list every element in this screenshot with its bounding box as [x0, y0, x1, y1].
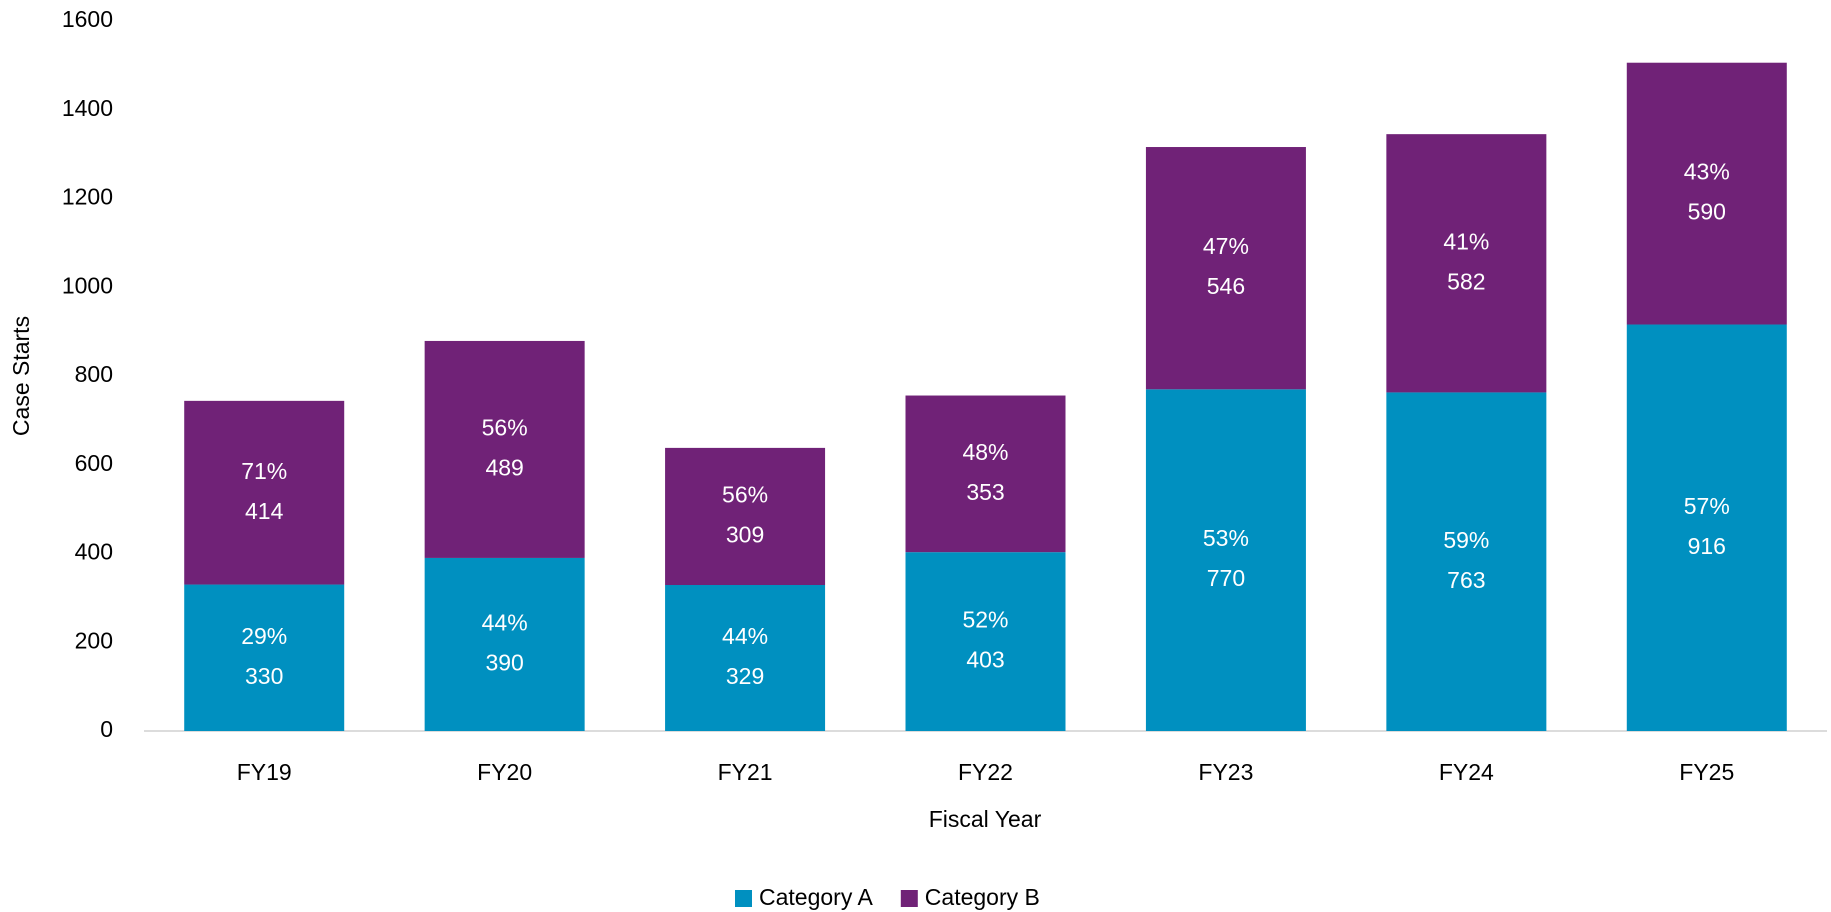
bar-segment: [184, 584, 345, 731]
bar-segment: [905, 395, 1066, 553]
bar-segment: [665, 585, 826, 731]
legend-swatch: [735, 890, 752, 907]
y-axis-title: Case Starts: [8, 316, 34, 436]
y-tick-label: 400: [75, 539, 113, 565]
data-label: 329: [726, 663, 764, 689]
x-tick-label: FY23: [1198, 759, 1253, 785]
data-label: 353: [966, 479, 1004, 505]
x-tick-label: FY25: [1679, 759, 1734, 785]
y-tick-label: 1200: [62, 184, 113, 210]
percent-label: 41%: [1443, 228, 1489, 254]
percent-label: 43%: [1684, 159, 1730, 185]
bar-segment: [424, 557, 585, 731]
data-label: 414: [245, 498, 284, 524]
percent-label: 59%: [1443, 527, 1489, 553]
percent-label: 47%: [1203, 233, 1249, 259]
y-tick-label: 0: [100, 716, 113, 742]
percent-label: 57%: [1684, 493, 1730, 519]
x-axis-title: Fiscal Year: [929, 806, 1042, 832]
data-label: 916: [1688, 533, 1726, 559]
y-tick-label: 1000: [62, 272, 113, 298]
data-label: 330: [245, 663, 283, 689]
data-label: 590: [1688, 199, 1726, 225]
percent-label: 71%: [241, 458, 287, 484]
y-tick-label: 600: [75, 450, 113, 476]
percent-label: 52%: [962, 607, 1008, 633]
legend-label: Category B: [925, 884, 1040, 910]
x-tick-label: FY19: [237, 759, 292, 785]
bar-segment: [1386, 392, 1547, 731]
bar-segment: [184, 400, 345, 585]
bar-segment: [905, 552, 1066, 731]
x-tick-label: FY20: [477, 759, 532, 785]
percent-label: 44%: [722, 623, 768, 649]
bar-segment: [424, 340, 585, 558]
y-tick-label: 800: [75, 361, 113, 387]
data-label: 309: [726, 522, 764, 548]
percent-label: 56%: [722, 482, 768, 508]
data-label: 770: [1207, 565, 1245, 591]
percent-label: 53%: [1203, 525, 1249, 551]
data-label: 546: [1207, 273, 1245, 299]
bar-segment: [1626, 62, 1787, 325]
y-tick-label: 1600: [62, 6, 113, 32]
legend-swatch: [900, 890, 918, 907]
y-tick-label: 200: [75, 627, 113, 653]
data-label: 763: [1447, 567, 1485, 593]
bar-segment: [665, 447, 826, 586]
data-label: 582: [1447, 268, 1485, 294]
legend-label: Category A: [759, 884, 873, 910]
percent-label: 29%: [241, 623, 287, 649]
x-tick-label: FY22: [958, 759, 1013, 785]
percent-label: 56%: [482, 415, 528, 441]
data-label: 489: [485, 455, 523, 481]
percent-label: 44%: [482, 610, 528, 636]
percent-label: 48%: [962, 439, 1008, 465]
data-label: 403: [966, 647, 1004, 673]
bar-segment: [1145, 389, 1306, 731]
bar-segment: [1386, 134, 1547, 393]
bar-segment: [1626, 324, 1787, 731]
y-tick-label: 1400: [62, 95, 113, 121]
x-tick-label: FY24: [1439, 759, 1494, 785]
x-tick-label: FY21: [718, 759, 773, 785]
bar-segment: [1145, 147, 1306, 390]
data-label: 390: [485, 650, 523, 676]
